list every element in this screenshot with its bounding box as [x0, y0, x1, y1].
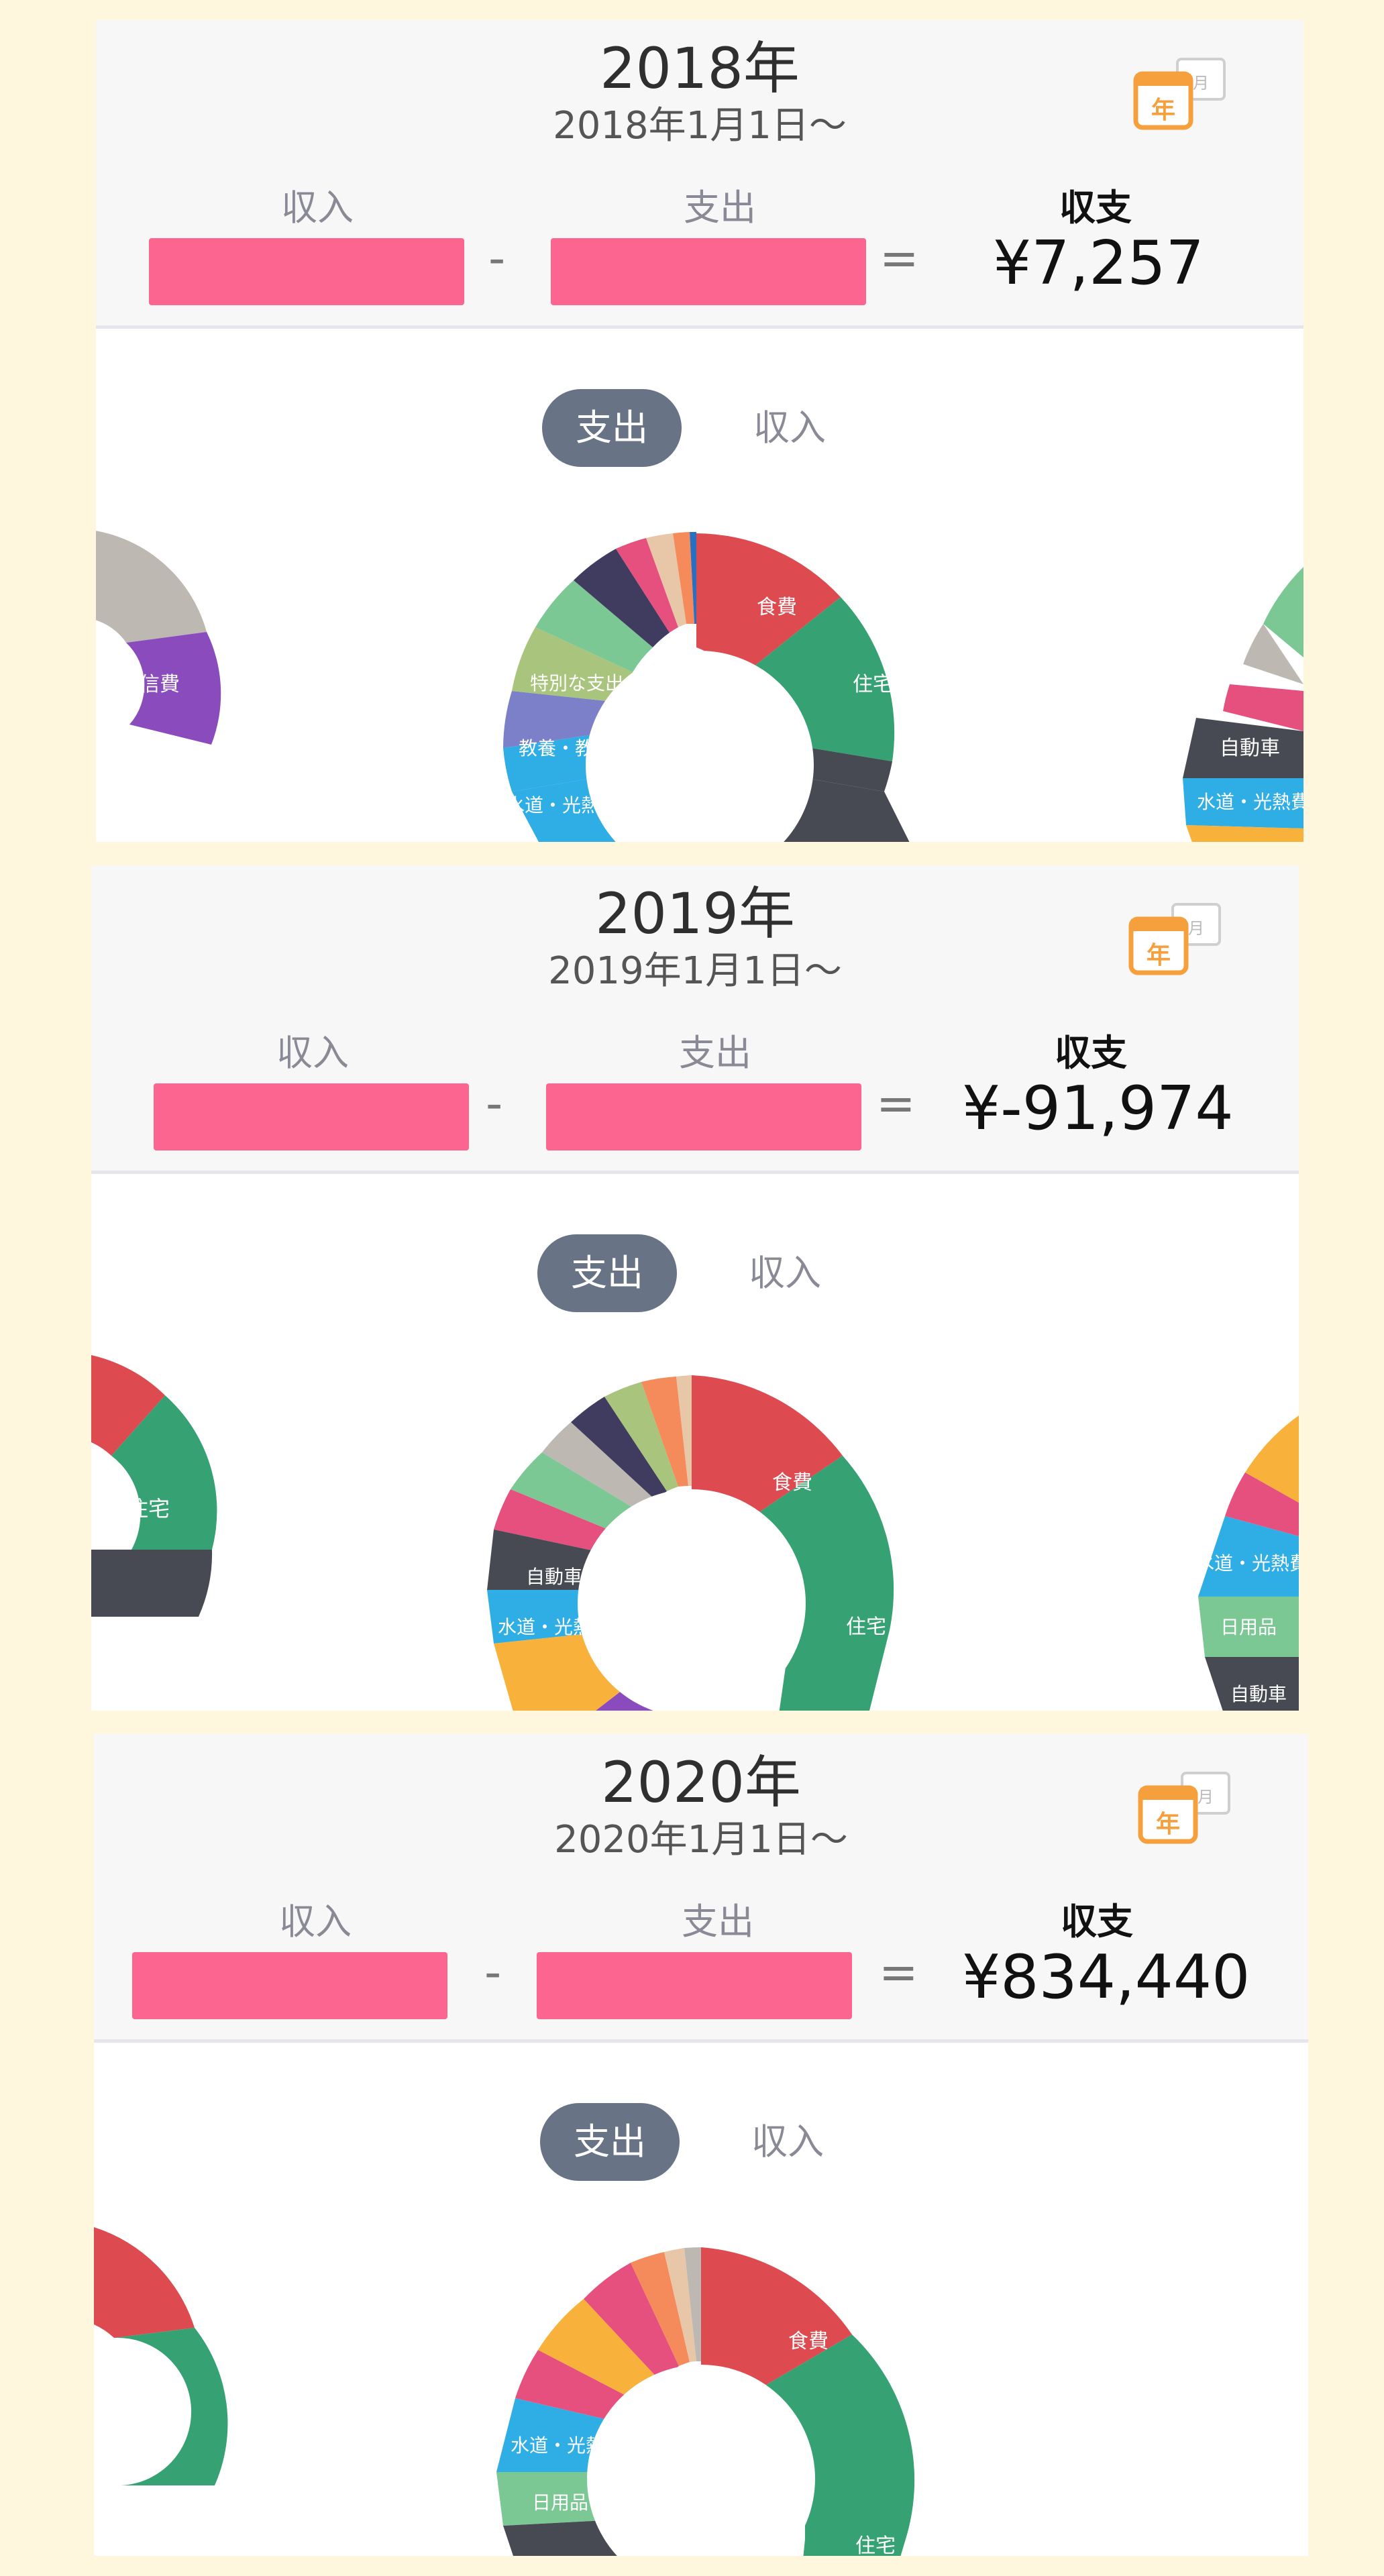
equals-sign: = — [876, 1076, 916, 1131]
next-donut-label-utilities: 水道・光熱費 — [1197, 791, 1303, 813]
balance-label: 収支 — [1059, 186, 1132, 229]
period-start: 2020年1月1日〜 — [554, 1818, 848, 1862]
next-year-donut: 自動車 水道・光熱費 — [1183, 567, 1303, 842]
donut-label-food: 食費 — [788, 2330, 829, 2353]
calendar-year-icon[interactable]: 月 年 — [1130, 54, 1231, 134]
donut-label-housing: 住宅 — [855, 2534, 896, 2556]
year-title: 2020年 — [601, 1750, 801, 1815]
income-label: 収入 — [281, 186, 354, 229]
donut-label-utilities: 水道・光熱費 — [511, 2434, 623, 2457]
balance-label: 収支 — [1061, 1900, 1133, 1943]
category-donut-carousel[interactable]: 通信費 食費 住宅 特別な支出 教養・教育 水道・光熱費 — [96, 490, 1303, 842]
prev-donut-label: 通信費 — [119, 673, 180, 696]
equals-sign: = — [880, 231, 919, 286]
equals-sign: = — [879, 1945, 918, 2000]
year-panel-2018: 2018年 2018年1月1日〜 月 年 収入 支出 収支 - = ¥7,257… — [96, 20, 1303, 842]
calendar-back-text: 月 — [1188, 919, 1204, 938]
next-year-donut: 水道・光熱費 日用品 自動車 — [1195, 1415, 1299, 1711]
year-title: 2018年 — [600, 36, 800, 101]
donut-label-food: 食費 — [757, 596, 797, 619]
minus-sign: - — [486, 1076, 503, 1131]
expense-amount-redacted — [546, 1083, 861, 1150]
calendar-badge-text: 年 — [1147, 942, 1171, 969]
category-donut-carousel[interactable]: 住宅 食費 住宅 水道・光熱費 日用品 — [94, 2204, 1308, 2556]
income-amount-redacted — [149, 238, 464, 305]
prev-year-donut: 通信費 — [96, 531, 221, 745]
calendar-badge-text: 年 — [1156, 1811, 1180, 1838]
expense-amount-redacted — [551, 238, 866, 305]
tab-income[interactable]: 収入 — [753, 407, 826, 449]
prev-year-donut: 住宅 — [94, 2227, 228, 2485]
balance-label: 収支 — [1055, 1032, 1127, 1074]
balance-value: ¥834,440 — [962, 1942, 1250, 2012]
tab-expense[interactable]: 支出 — [537, 1234, 677, 1312]
calendar-badge-text: 年 — [1151, 97, 1175, 124]
next-donut-label-daily: 日用品 — [1220, 1616, 1277, 1638]
calendar-back-text: 月 — [1197, 1788, 1214, 1807]
year-panel-2019: 2019年 2019年1月1日〜 月 年 収入 支出 収支 - = ¥-91,9… — [91, 865, 1299, 1711]
balance-value: ¥-91,974 — [962, 1073, 1234, 1144]
donut-label-food: 食費 — [772, 1471, 812, 1495]
current-year-donut: 食費 住宅 自動車 水道・光熱費 — [487, 1375, 894, 1711]
prev-donut-label: 住宅 — [127, 1496, 170, 1521]
donut-label-housing: 住宅 — [846, 1615, 886, 1639]
prev-donut-label: 住宅 — [133, 2432, 176, 2457]
expense-label: 支出 — [682, 1900, 754, 1943]
minus-sign: - — [488, 231, 506, 286]
income-label: 収入 — [276, 1032, 349, 1074]
tab-income[interactable]: 収入 — [751, 2121, 824, 2163]
expense-income-tabs: 支出 収入 — [91, 1234, 1299, 1315]
next-donut-label-car: 自動車 — [1230, 1683, 1287, 1705]
balance-value: ¥7,257 — [993, 228, 1204, 299]
summary-header: 2018年 2018年1月1日〜 月 年 収入 支出 収支 - = ¥7,257 — [96, 20, 1303, 329]
calendar-back-text: 月 — [1193, 74, 1209, 93]
income-amount-redacted — [154, 1083, 469, 1150]
tab-expense[interactable]: 支出 — [540, 2103, 680, 2181]
donut-label-car: 自動車 — [526, 1566, 582, 1588]
expense-income-tabs: 支出 収入 — [96, 389, 1303, 470]
donut-label-utilities: 水道・光熱費 — [498, 1616, 610, 1638]
donut-label-housing: 住宅 — [853, 673, 893, 696]
next-donut-label-utilities: 水道・光熱費 — [1195, 1552, 1299, 1574]
period-start: 2018年1月1日〜 — [553, 104, 847, 148]
tab-expense[interactable]: 支出 — [542, 389, 682, 467]
expense-label: 支出 — [679, 1032, 751, 1074]
calendar-year-icon[interactable]: 月 年 — [1126, 899, 1226, 979]
summary-header: 2019年 2019年1月1日〜 月 年 収入 支出 収支 - = ¥-91,9… — [91, 865, 1299, 1174]
donut-label-education: 教養・教育 — [519, 737, 613, 759]
period-start: 2019年1月1日〜 — [548, 949, 842, 993]
donut-label-utilities: 水道・光熱費 — [506, 794, 619, 816]
year-panel-2020: 2020年 2020年1月1日〜 月 年 収入 支出 収支 - = ¥834,4… — [94, 1734, 1308, 2556]
summary-header: 2020年 2020年1月1日〜 月 年 収入 支出 収支 - = ¥834,4… — [94, 1734, 1308, 2043]
tab-income[interactable]: 収入 — [749, 1252, 821, 1294]
year-title: 2019年 — [595, 881, 795, 947]
minus-sign: - — [484, 1945, 502, 2000]
donut-label-special: 特別な支出 — [530, 672, 624, 694]
next-donut-label-car: 自動車 — [1220, 737, 1280, 760]
income-amount-redacted — [132, 1952, 447, 2019]
category-donut-carousel[interactable]: 住宅 食費 住宅 自動車 水道・光熱費 — [91, 1335, 1299, 1711]
calendar-year-icon[interactable]: 月 年 — [1135, 1768, 1236, 1848]
prev-year-donut: 住宅 — [91, 1355, 217, 1617]
expense-amount-redacted — [537, 1952, 852, 2019]
current-year-donut: 食費 住宅 特別な支出 教養・教育 水道・光熱費 — [503, 531, 910, 842]
expense-income-tabs: 支出 収入 — [94, 2103, 1308, 2184]
expense-label: 支出 — [684, 186, 756, 229]
current-year-donut: 食費 住宅 水道・光熱費 日用品 — [496, 2247, 915, 2556]
donut-label-daily: 日用品 — [532, 2491, 588, 2514]
income-label: 収入 — [279, 1900, 352, 1943]
